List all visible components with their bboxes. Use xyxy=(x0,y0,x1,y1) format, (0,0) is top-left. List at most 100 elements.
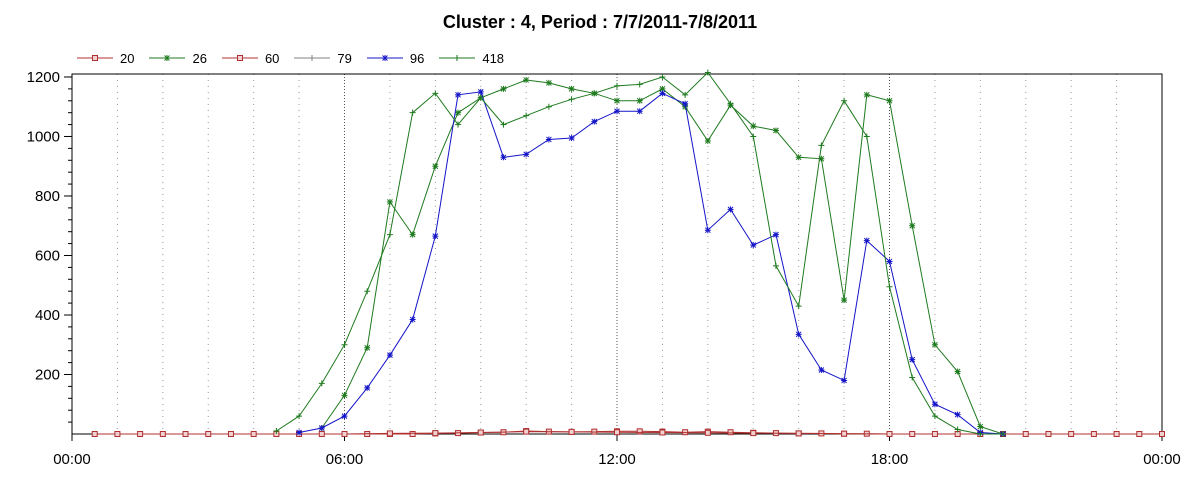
data-point-26 xyxy=(931,341,938,348)
legend-label: 418 xyxy=(482,50,505,66)
data-point-418 xyxy=(591,90,598,97)
data-point-20 xyxy=(318,431,325,437)
legend-marker xyxy=(164,55,171,61)
data-point-96 xyxy=(455,91,462,98)
legend-swatch xyxy=(366,55,403,61)
data-point-418 xyxy=(727,100,734,107)
data-point-60 xyxy=(341,431,348,437)
legend-label: 26 xyxy=(192,50,207,66)
data-point-20 xyxy=(931,431,938,437)
data-point-96 xyxy=(659,90,666,97)
data-point-26 xyxy=(886,97,893,104)
data-point-96 xyxy=(795,331,802,338)
series-60 xyxy=(341,428,893,437)
data-point-96 xyxy=(500,154,507,161)
legend-label: 60 xyxy=(264,50,280,66)
data-point-418 xyxy=(455,121,462,128)
data-point-96 xyxy=(954,411,961,418)
x-tick-label: 18:00 xyxy=(871,451,909,468)
data-point-418 xyxy=(909,374,916,381)
data-point-96 xyxy=(704,227,711,234)
data-point-418 xyxy=(954,426,961,433)
data-point-96 xyxy=(296,429,303,436)
data-point-418 xyxy=(977,431,984,437)
data-point-26 xyxy=(500,85,507,92)
series-418 xyxy=(273,69,1007,437)
data-point-60 xyxy=(523,428,530,435)
data-point-60 xyxy=(659,429,666,436)
data-point-418 xyxy=(886,283,893,290)
y-tick-label: 400 xyxy=(35,307,60,324)
data-point-418 xyxy=(500,121,507,128)
legend-marker xyxy=(309,55,316,61)
data-point-96 xyxy=(931,401,938,408)
data-point-20 xyxy=(182,431,189,437)
data-point-26 xyxy=(341,392,348,399)
data-point-20 xyxy=(250,431,257,437)
data-point-20 xyxy=(909,431,916,437)
data-point-26 xyxy=(863,91,870,98)
data-point-96 xyxy=(818,367,825,374)
data-point-418 xyxy=(750,133,757,140)
data-point-26 xyxy=(432,163,439,170)
data-point-418 xyxy=(841,97,848,104)
data-point-96 xyxy=(886,258,893,265)
legend-marker xyxy=(381,55,388,61)
data-point-96 xyxy=(545,136,552,143)
data-point-20 xyxy=(159,431,166,437)
data-point-26 xyxy=(818,155,825,162)
data-point-20 xyxy=(205,431,212,437)
data-point-26 xyxy=(364,344,371,351)
data-point-418 xyxy=(614,82,620,89)
data-point-26 xyxy=(455,109,462,116)
data-point-60 xyxy=(750,430,757,437)
data-point-96 xyxy=(772,231,779,238)
x-tick-label: 12:00 xyxy=(598,451,636,468)
data-point-418 xyxy=(318,380,325,387)
data-point-418 xyxy=(568,96,575,103)
data-point-26 xyxy=(386,198,393,205)
data-point-96 xyxy=(432,233,439,240)
y-tick-label: 1200 xyxy=(27,69,60,86)
data-point-26 xyxy=(614,97,620,104)
data-point-20 xyxy=(727,429,734,436)
data-point-20 xyxy=(1159,431,1165,437)
legend-item-96: 96 xyxy=(366,51,424,66)
data-point-96 xyxy=(909,356,916,363)
data-point-418 xyxy=(273,428,280,435)
data-point-20 xyxy=(137,431,144,437)
data-point-96 xyxy=(523,151,530,158)
data-point-418 xyxy=(704,69,711,76)
legend-swatch xyxy=(294,55,331,61)
data-point-20 xyxy=(409,431,416,437)
data-point-26 xyxy=(409,231,416,238)
series-26 xyxy=(318,76,1007,437)
series-96 xyxy=(296,88,1007,437)
legend-item-26: 26 xyxy=(148,50,207,66)
data-point-418 xyxy=(636,81,643,88)
data-point-418 xyxy=(659,73,666,80)
legend-item-79: 79 xyxy=(293,50,352,66)
data-point-26 xyxy=(568,85,575,92)
data-point-96 xyxy=(364,384,371,391)
data-point-96 xyxy=(386,352,393,359)
y-tick-label: 200 xyxy=(35,366,60,383)
data-point-418 xyxy=(341,341,348,348)
data-point-20 xyxy=(91,431,98,437)
data-point-20 xyxy=(1113,431,1120,437)
series-line-96 xyxy=(299,91,1004,435)
data-point-418 xyxy=(795,303,802,310)
data-point-26 xyxy=(841,297,848,304)
data-point-96 xyxy=(591,118,598,125)
data-point-60 xyxy=(795,430,802,437)
y-tick-label: 1000 xyxy=(27,128,60,145)
data-point-418 xyxy=(545,103,552,110)
x-tick-label: 06:00 xyxy=(326,451,364,468)
data-point-26 xyxy=(545,79,552,86)
data-point-96 xyxy=(568,134,575,141)
data-point-26 xyxy=(704,137,711,144)
legend-label: 79 xyxy=(337,50,352,66)
data-point-60 xyxy=(386,430,393,437)
legend-item-418: 418 xyxy=(438,51,504,66)
